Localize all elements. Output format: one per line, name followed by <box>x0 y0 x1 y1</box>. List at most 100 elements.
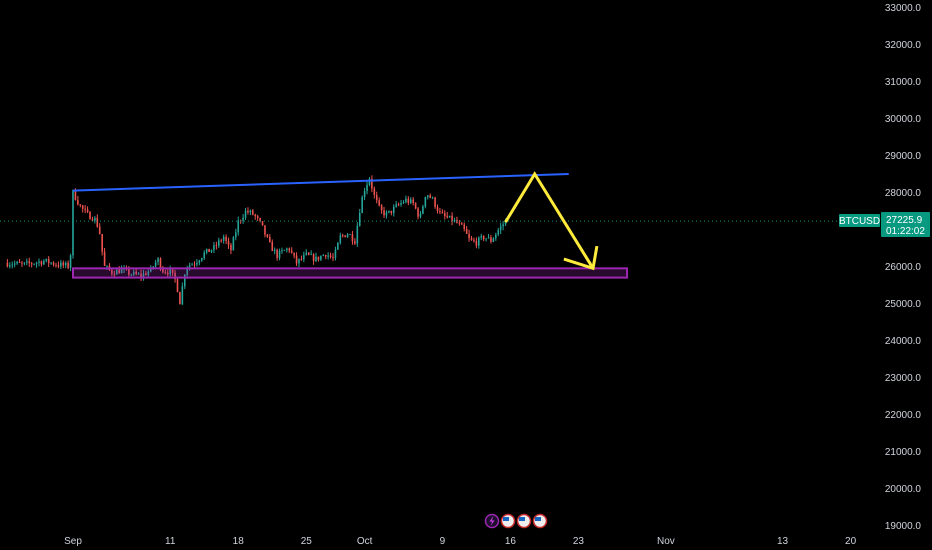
candle-body <box>103 251 106 266</box>
candle-body <box>171 269 174 273</box>
candle-body <box>451 215 453 222</box>
price-tick-label: 29000.0 <box>885 151 922 162</box>
candle-body <box>137 273 140 275</box>
candle-body <box>327 255 329 257</box>
candle-body <box>28 261 31 264</box>
candle-body <box>295 255 298 264</box>
candle-body <box>273 249 276 252</box>
support-zone[interactable] <box>72 267 629 279</box>
candle-body <box>259 218 261 222</box>
candle-body <box>164 272 167 274</box>
candle-body <box>344 235 346 238</box>
symbol-tag-text: BTCUSD <box>839 216 880 227</box>
candle-body <box>339 235 342 243</box>
candle-body <box>468 233 470 239</box>
candle-body <box>43 260 45 265</box>
candle-body <box>276 249 278 258</box>
date-tick-label: 11 <box>165 536 176 547</box>
candle-body <box>191 264 193 266</box>
candle-body <box>375 194 378 201</box>
candle-body <box>120 268 123 274</box>
date-tick-label: 16 <box>505 536 517 547</box>
candle-body <box>412 199 414 203</box>
price-tick-label: 31000.0 <box>885 77 922 88</box>
candle-body <box>218 240 220 246</box>
candle-body <box>159 258 162 269</box>
candle-body <box>113 273 116 275</box>
candle-body <box>392 206 395 214</box>
candle-body <box>463 224 466 229</box>
candle-body <box>35 262 38 264</box>
candle-body <box>310 254 312 256</box>
event-markers[interactable] <box>484 513 548 529</box>
candle-body <box>329 255 332 257</box>
us-flag-canton-icon <box>503 517 509 521</box>
candle-body <box>281 250 283 252</box>
candle-body <box>220 240 223 242</box>
drawing-layer[interactable] <box>72 171 629 279</box>
candle-body <box>271 242 274 252</box>
candle-body <box>188 265 191 268</box>
date-tick-label: Oct <box>357 536 373 547</box>
candle-body <box>47 258 50 264</box>
candle-body <box>431 197 434 199</box>
candle-body <box>378 200 380 206</box>
candle-body <box>300 258 303 260</box>
candle-body <box>152 266 154 268</box>
price-tag-box <box>881 212 930 237</box>
candle-body <box>247 210 249 213</box>
candle-body <box>298 258 300 264</box>
last-price-label: 27225.9 <box>886 215 923 226</box>
candle-body <box>21 262 23 264</box>
candle-body <box>446 215 449 218</box>
candle-body <box>52 262 55 265</box>
candle-body <box>45 258 48 261</box>
candle-body <box>499 226 502 231</box>
candle-body <box>407 198 410 203</box>
candle-body <box>98 226 101 235</box>
candle-body <box>395 204 397 207</box>
candle-body <box>154 262 157 267</box>
candle-body <box>162 268 164 273</box>
candle-body <box>89 211 91 220</box>
candle-body <box>118 269 120 274</box>
candle-body <box>261 221 264 226</box>
date-tick-label: 13 <box>777 536 789 547</box>
candle-body <box>495 234 497 239</box>
price-axis[interactable]: 33000.0 32000.0 31000.0 30000.0 29000.0 28000… <box>885 3 922 532</box>
date-tick-label: 20 <box>845 536 857 547</box>
candle-body <box>235 232 237 238</box>
candle-body <box>67 262 69 268</box>
candle-body <box>174 272 176 280</box>
candle-body <box>366 184 368 191</box>
candle-body <box>94 217 96 221</box>
candle-body <box>64 262 67 266</box>
candle-body <box>400 202 402 205</box>
date-tick-label: 23 <box>573 536 585 547</box>
lightning-bolt-icon <box>489 516 495 526</box>
candle-body <box>286 248 288 251</box>
forecast-arrow[interactable] <box>504 171 595 270</box>
forecast-arrow-head[interactable] <box>563 245 599 271</box>
candle-body <box>196 262 198 265</box>
candle-body <box>397 204 400 206</box>
resistance-trendline[interactable] <box>72 172 569 192</box>
candle-body <box>186 267 189 275</box>
candle-body <box>23 262 26 264</box>
candle-body <box>169 269 171 275</box>
candle-body <box>470 238 473 240</box>
candle-body <box>11 264 14 266</box>
countdown-label: 01:22:02 <box>886 226 925 237</box>
candle-body <box>254 214 257 217</box>
candle-body <box>492 238 495 242</box>
candle-body <box>322 255 325 256</box>
candle-body <box>198 260 201 263</box>
time-axis[interactable]: Sep 11 18 25 Oct 9 16 23 Nov 13 20 <box>64 536 856 547</box>
candle-body <box>72 189 74 256</box>
price-tick-label: 25000.0 <box>885 299 922 310</box>
candle-body <box>380 205 383 211</box>
symbol-tag-box <box>839 214 880 227</box>
price-tick-label: 19000.0 <box>885 521 922 532</box>
candle-body <box>106 265 108 267</box>
